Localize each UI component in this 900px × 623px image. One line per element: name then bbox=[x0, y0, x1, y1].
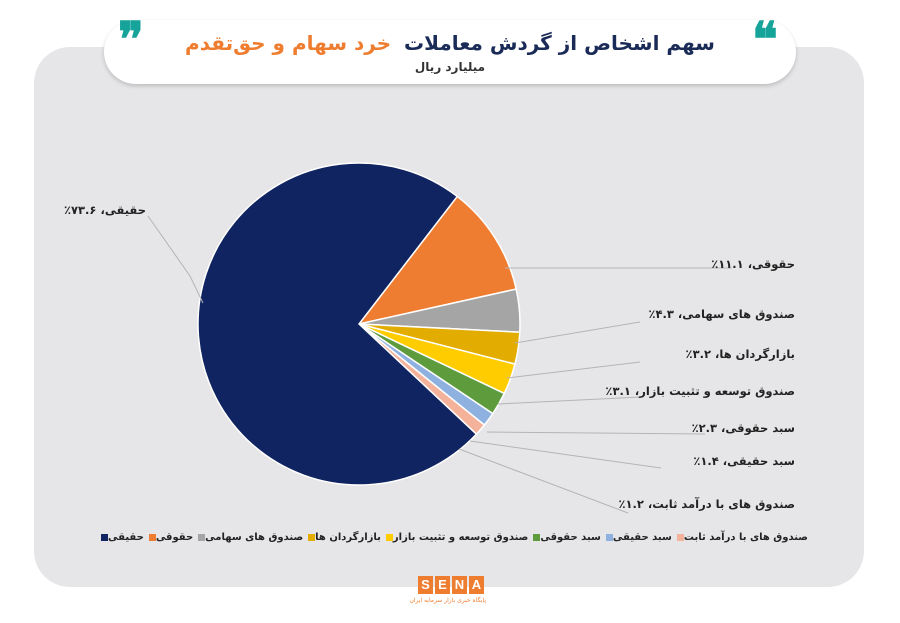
legend-label: حقیقی bbox=[108, 531, 144, 543]
data-label: صندوق های با درآمد ثابت، ۱.۲٪ bbox=[618, 497, 795, 511]
legend-label: صندوق های سهامی bbox=[205, 531, 304, 543]
title-banner: سهم اشخاص از گردش معاملات خرد سهام و حق‌… bbox=[104, 20, 796, 84]
legend-item: حقیقی bbox=[96, 532, 144, 543]
chart-subtitle: میلیارد ریال bbox=[414, 60, 486, 74]
data-label: سبد حقیقی، ۱.۴٪ bbox=[693, 454, 795, 468]
legend-swatch bbox=[308, 533, 316, 541]
logo-letter: A bbox=[469, 576, 484, 594]
pie-slice bbox=[357, 195, 518, 326]
data-label: صندوق های سهامی، ۴.۳٪ bbox=[648, 307, 795, 321]
legend-item: صندوق های سهامی bbox=[193, 532, 303, 543]
data-label: صندوق توسعه و تثبیت بازار، ۳.۱٪ bbox=[605, 384, 795, 398]
quote-open-icon: ❝ bbox=[752, 12, 778, 68]
data-label: حقیقی، ۷۳.۶٪ bbox=[63, 203, 146, 217]
leader-line bbox=[497, 396, 641, 405]
leader-line bbox=[469, 440, 662, 469]
logo-letter: N bbox=[452, 576, 467, 594]
legend-item: صندوق های با درآمد ثابت bbox=[672, 532, 808, 543]
legend-swatch bbox=[148, 533, 156, 541]
legend-label: صندوق های با درآمد ثابت bbox=[683, 531, 808, 543]
pie-slice bbox=[197, 162, 478, 486]
legend-swatch bbox=[101, 533, 108, 541]
leader-line bbox=[147, 215, 204, 304]
legend-swatch bbox=[385, 533, 393, 541]
data-label: سبد حقوقی، ۲.۳٪ bbox=[691, 421, 795, 435]
legend-item: سبد حقوقی bbox=[528, 532, 601, 543]
legend-label: حقوقی bbox=[155, 531, 194, 543]
legend-label: سبد حقوقی bbox=[540, 531, 601, 543]
logo-letter: E bbox=[435, 576, 450, 594]
data-label: بازارگردان ها، ۳.۲٪ bbox=[685, 347, 795, 361]
chart-title: سهم اشخاص از گردش معاملات خرد سهام و حق‌… bbox=[104, 28, 796, 58]
legend-swatch bbox=[676, 533, 684, 541]
legend-swatch bbox=[198, 533, 206, 541]
legend-item: بازارگردان ها bbox=[303, 532, 381, 543]
chart-legend: حقیقی حقوقی صندوق های سهامی بازارگردان ها صن… bbox=[96, 529, 808, 545]
logo-tagline: پایگاه خبری بازار سرمایه ایران bbox=[409, 597, 486, 604]
legend-label: بازارگردان ها bbox=[315, 531, 381, 543]
legend-item: حقوقی bbox=[144, 532, 193, 543]
leader-line bbox=[486, 431, 706, 435]
title-part-1: سهم اشخاص از گردش معاملات bbox=[404, 31, 715, 55]
leader-line bbox=[514, 321, 641, 344]
leader-line bbox=[458, 448, 629, 514]
legend-item: سبد حقیقی bbox=[601, 532, 672, 543]
logo-letter: S bbox=[418, 576, 433, 594]
legend-label: سبد حقیقی bbox=[612, 531, 672, 543]
quote-close-icon: ❞ bbox=[118, 12, 144, 68]
leader-line bbox=[506, 361, 641, 379]
title-part-2: خرد سهام و حق‌تقدم bbox=[185, 31, 392, 55]
legend-item: صندوق توسعه و تثبیت بازار bbox=[381, 532, 528, 543]
legend-swatch bbox=[533, 533, 541, 541]
legend-label: صندوق توسعه و تثبیت بازار bbox=[392, 531, 529, 543]
data-label: حقوقی، ۱۱.۱٪ bbox=[711, 257, 795, 271]
legend-swatch bbox=[605, 533, 613, 541]
